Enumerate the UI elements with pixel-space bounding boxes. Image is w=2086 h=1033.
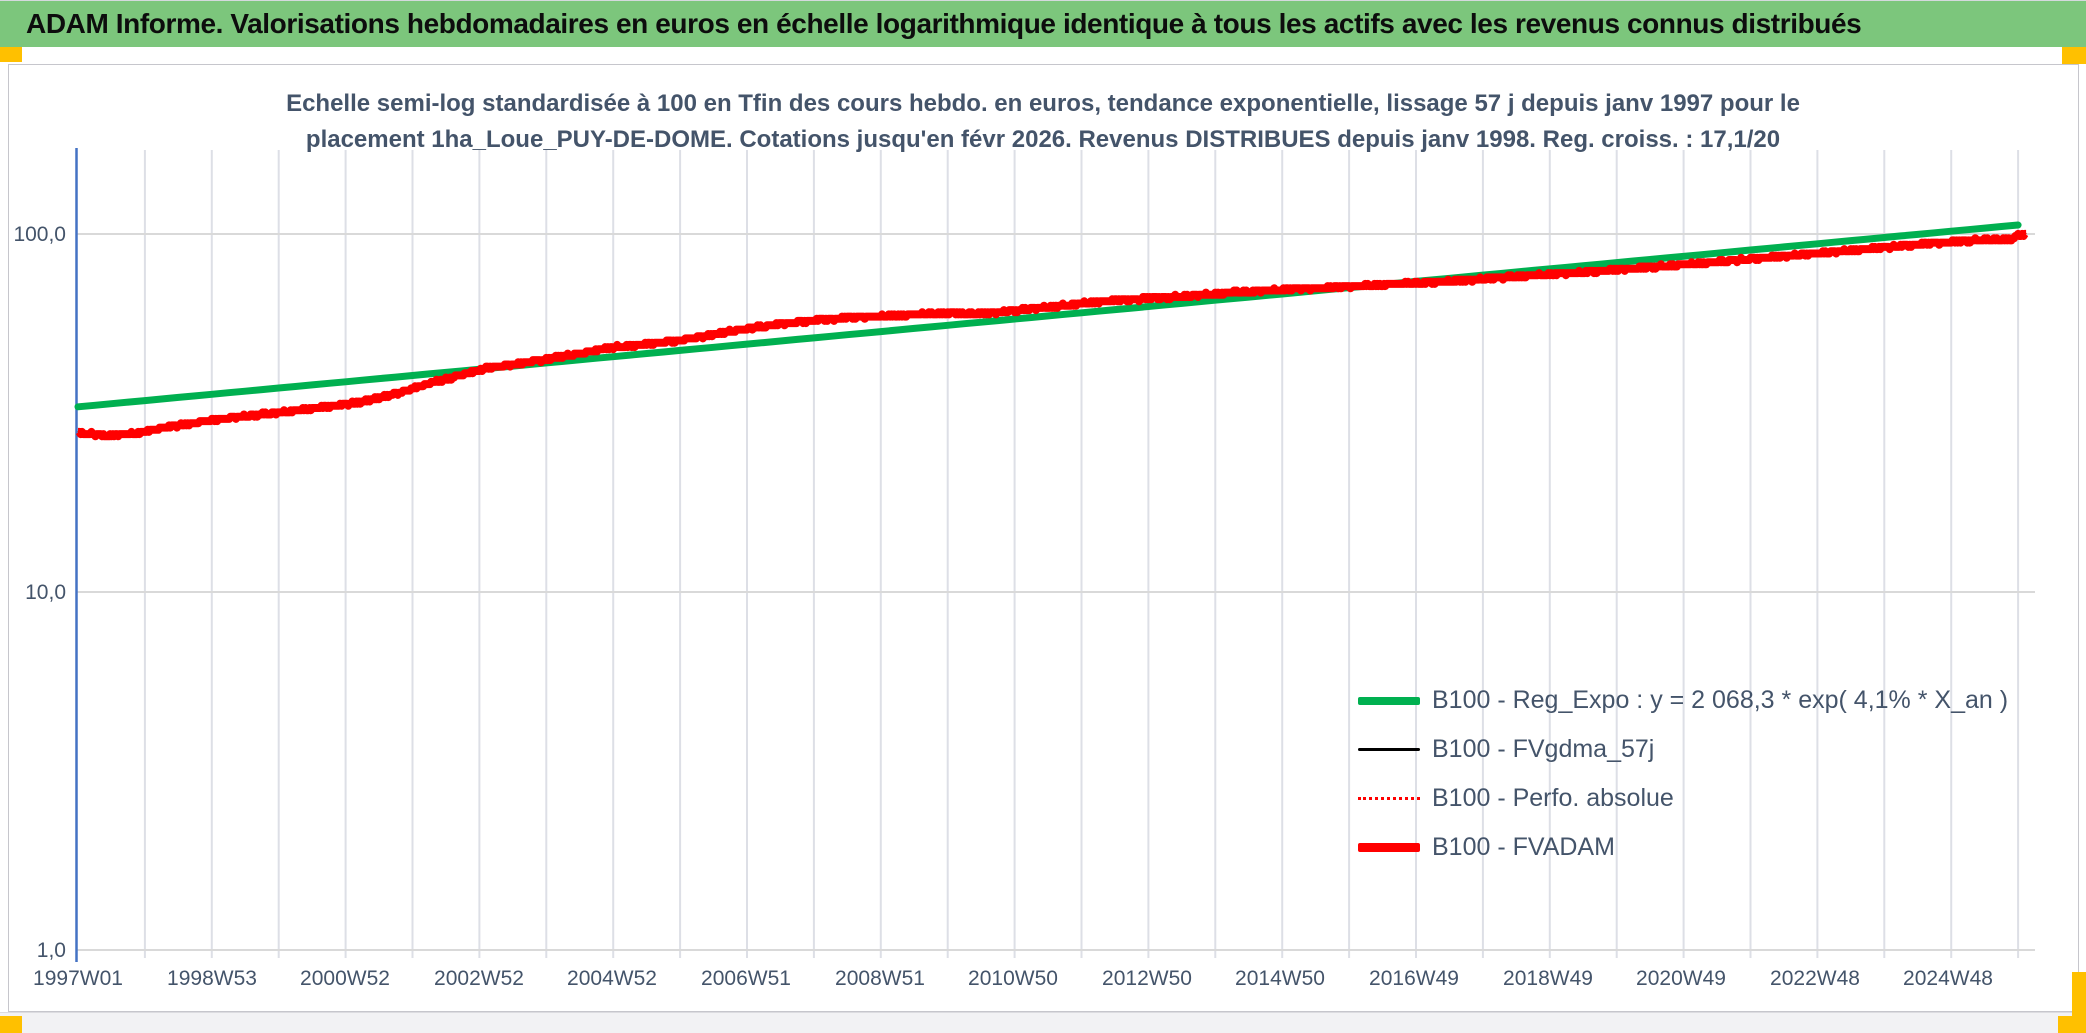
legend-item: B100 - Perfo. absolue xyxy=(1358,774,2008,823)
chart-legend: B100 - Reg_Expo : y = 2 068,3 * exp( 4,1… xyxy=(1358,676,2008,872)
legend-line-swatch-icon xyxy=(1358,843,1420,852)
legend-line-swatch-icon xyxy=(1358,747,1420,752)
page-title: ADAM Informe. Valorisations hebdomadaire… xyxy=(26,8,1862,39)
legend-label: B100 - Reg_Expo : y = 2 068,3 * exp( 4,1… xyxy=(1432,686,2009,714)
legend-label: B100 - FVADAM xyxy=(1432,833,1615,861)
accent-marker-bottom-left xyxy=(0,1016,22,1033)
chart-title-line2: placement 1ha_Loue_PUY-DE-DOME. Cotation… xyxy=(305,126,1781,153)
accent-marker-top-left xyxy=(0,47,22,62)
legend-item: B100 - FVADAM xyxy=(1358,823,2008,872)
legend-label: B100 - FVgdma_57j xyxy=(1432,735,1655,763)
bottom-strip xyxy=(0,1012,2086,1033)
title-bar: ADAM Informe. Valorisations hebdomadaire… xyxy=(0,0,2086,47)
accent-marker-top-right xyxy=(2062,47,2086,64)
chart-title: Echelle semi-log standardisée à 100 en T… xyxy=(0,86,2086,158)
legend-line-swatch-icon xyxy=(1358,797,1420,800)
legend-item: B100 - Reg_Expo : y = 2 068,3 * exp( 4,1… xyxy=(1358,676,2008,725)
legend-item: B100 - FVgdma_57j xyxy=(1358,725,2008,774)
legend-line-swatch-icon xyxy=(1358,696,1420,705)
legend-label: B100 - Perfo. absolue xyxy=(1432,784,1674,812)
chart-title-line1: Echelle semi-log standardisée à 100 en T… xyxy=(286,90,1800,117)
accent-marker-bottom-right xyxy=(2058,1016,2086,1033)
